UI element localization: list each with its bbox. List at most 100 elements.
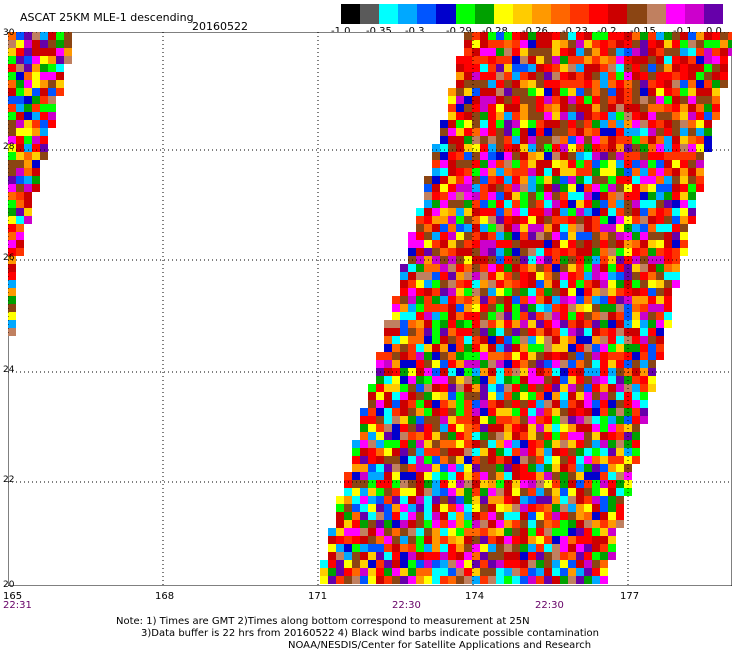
swath-cell	[512, 360, 520, 368]
swath-cell	[16, 32, 24, 40]
swath-cell	[600, 40, 608, 48]
swath-cell	[656, 352, 664, 360]
swath-cell	[424, 504, 432, 512]
swath-cell	[488, 376, 496, 384]
swath-cell	[600, 96, 608, 104]
swath-cell	[608, 88, 616, 96]
swath-cell	[712, 48, 720, 56]
swath-cell	[600, 280, 608, 288]
swath-cell	[456, 536, 464, 544]
swath-cell	[576, 464, 584, 472]
swath-cell	[536, 184, 544, 192]
swath-cell	[600, 336, 608, 344]
swath-cell	[488, 384, 496, 392]
swath-cell	[656, 304, 664, 312]
swath-cell	[584, 40, 592, 48]
swath-cell	[632, 272, 640, 280]
swath-cell	[656, 328, 664, 336]
swath-cell	[600, 320, 608, 328]
swath-cell	[528, 136, 536, 144]
swath-cell	[416, 576, 424, 584]
swath-cell	[616, 112, 624, 120]
swath-cell	[464, 440, 472, 448]
swath-cell	[640, 328, 648, 336]
swath-cell	[592, 432, 600, 440]
swath-cell	[512, 536, 520, 544]
swath-cell	[480, 264, 488, 272]
swath-cell	[400, 520, 408, 528]
swath-cell	[368, 400, 376, 408]
swath-cell	[376, 552, 384, 560]
swath-cell	[584, 288, 592, 296]
swath-cell	[456, 408, 464, 416]
swath-cell	[48, 96, 56, 104]
swath-cell	[512, 320, 520, 328]
swath-cell	[608, 200, 616, 208]
swath-cell	[632, 232, 640, 240]
swath-cell	[440, 192, 448, 200]
swath-cell	[8, 104, 16, 112]
swath-cell	[672, 176, 680, 184]
swath-cell	[400, 488, 408, 496]
swath-cell	[32, 80, 40, 88]
swath-cell	[464, 416, 472, 424]
swath-cell	[520, 520, 528, 528]
swath-cell	[360, 496, 368, 504]
swath-cell	[616, 448, 624, 456]
swath-cell	[472, 280, 480, 288]
swath-cell	[472, 400, 480, 408]
swath-cell	[544, 152, 552, 160]
swath-cell	[32, 40, 40, 48]
swath-cell	[328, 536, 336, 544]
swath-cell	[632, 176, 640, 184]
swath-cell	[560, 496, 568, 504]
swath-cell	[616, 184, 624, 192]
swath-cell	[496, 112, 504, 120]
swath-cell	[432, 192, 440, 200]
swath-cell	[496, 576, 504, 584]
swath-cell	[680, 240, 688, 248]
swath-cell	[592, 248, 600, 256]
swath-cell	[616, 352, 624, 360]
swath-cell	[8, 280, 16, 288]
swath-cell	[544, 392, 552, 400]
swath-cell	[416, 384, 424, 392]
swath-cell	[600, 232, 608, 240]
swath-cell	[16, 216, 24, 224]
swath-cell	[456, 288, 464, 296]
swath-cell	[600, 200, 608, 208]
swath-cell	[400, 432, 408, 440]
swath-cell	[496, 288, 504, 296]
swath-cell	[368, 488, 376, 496]
swath-cell	[592, 224, 600, 232]
swath-cell	[632, 392, 640, 400]
swath-cell	[512, 560, 520, 568]
swath-cell	[576, 88, 584, 96]
swath-cell	[408, 248, 416, 256]
swath-cell	[672, 112, 680, 120]
swath-cell	[408, 488, 416, 496]
swath-cell	[528, 152, 536, 160]
swath-cell	[528, 272, 536, 280]
swath-cell	[400, 320, 408, 328]
swath-cell	[584, 536, 592, 544]
swath-cell	[400, 528, 408, 536]
swath-cell	[560, 64, 568, 72]
swath-cell	[448, 216, 456, 224]
swath-cell	[560, 248, 568, 256]
swath-cell	[576, 48, 584, 56]
swath-cell	[464, 456, 472, 464]
swath-cell	[544, 240, 552, 248]
swath-cell	[600, 360, 608, 368]
swath-cell	[552, 104, 560, 112]
swath-cell	[648, 192, 656, 200]
swath-cell	[600, 512, 608, 520]
swath-cell	[712, 104, 720, 112]
swath-cell	[384, 560, 392, 568]
swath-cell	[496, 120, 504, 128]
swath-cell	[664, 160, 672, 168]
swath-cell	[48, 88, 56, 96]
swath-cell	[408, 576, 416, 584]
swath-cell	[488, 528, 496, 536]
swath-cell	[568, 136, 576, 144]
